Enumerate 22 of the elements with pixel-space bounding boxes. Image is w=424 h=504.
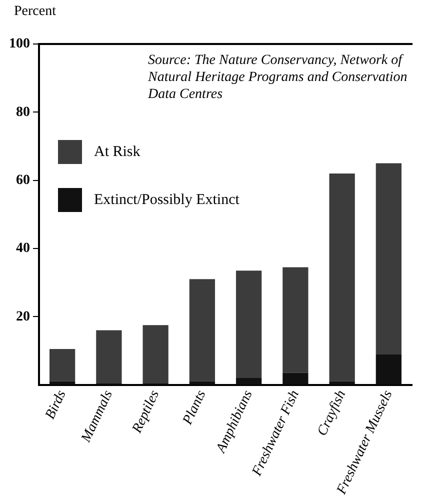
annotation: Source: The Nature Conservancy, Network of Natural Heritage Programs and Conservation Data Centres <box>148 52 408 103</box>
y-tick-label: 20 <box>16 309 30 324</box>
bar <box>236 270 262 378</box>
bar <box>142 325 168 384</box>
bar <box>49 349 76 382</box>
bar <box>282 267 308 373</box>
x-tick-label: Birds <box>43 388 70 422</box>
bar <box>189 279 216 382</box>
bar <box>236 378 262 385</box>
bar <box>329 174 355 382</box>
y-axis-title: Percent <box>14 4 56 20</box>
legend-label: At Risk <box>94 144 140 160</box>
y-tick-label: 60 <box>16 172 30 188</box>
bar <box>376 354 402 385</box>
y-tick-label: 100 <box>9 36 30 52</box>
y-tick-label: 80 <box>16 104 30 120</box>
x-tick-label: Plants <box>180 388 210 428</box>
legend-label: Extinct/Possibly Extinct <box>94 192 240 208</box>
bar <box>282 372 308 385</box>
bar <box>96 330 122 384</box>
y-tick-label: 40 <box>16 241 30 256</box>
bar <box>376 163 402 354</box>
